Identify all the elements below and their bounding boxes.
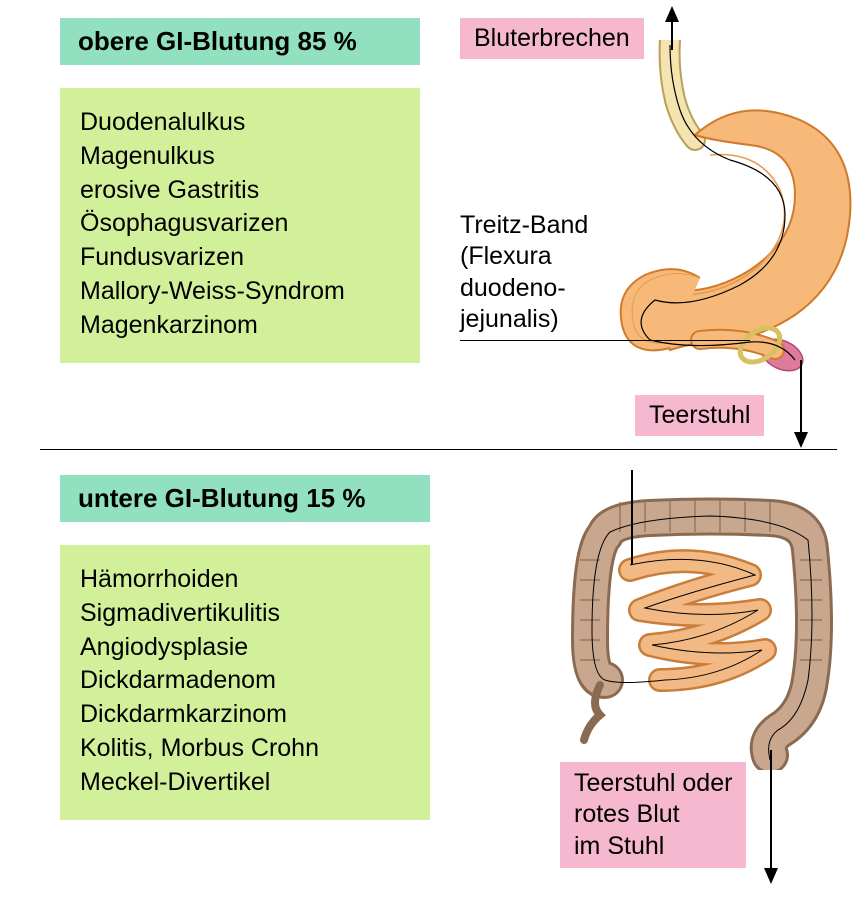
cause-item: Mallory-Weiss-Syndrom (80, 275, 400, 309)
cause-item: Hämorrhoiden (80, 563, 410, 597)
cause-item: Magenulkus (80, 140, 400, 174)
cause-item: Dickdarmadenom (80, 664, 410, 698)
lower-title: untere GI-Blutung 15 % (60, 475, 430, 522)
cause-item: Meckel-Divertikel (80, 766, 410, 800)
arrow-down-shaft (800, 360, 802, 435)
cause-item: Ösophagusvarizen (80, 207, 400, 241)
lower-arrow-shaft-top (631, 470, 633, 565)
cause-item: Dickdarmkarzinom (80, 698, 410, 732)
cause-item: Angiodysplasie (80, 631, 410, 665)
cause-item: Magenkarzinom (80, 309, 400, 343)
upper-cause-list: Duodenalulkus Magenulkus erosive Gastrit… (60, 88, 420, 363)
cause-item: Sigmadivertikulitis (80, 597, 410, 631)
cause-item: Fundusvarizen (80, 241, 400, 275)
arrow-down-head (794, 432, 808, 448)
upper-label-bottom: Teerstuhl (635, 395, 764, 436)
treitz-annotation: Treitz-Band (Flexura duodeno- jejunalis) (460, 210, 588, 335)
lower-arrow-shaft (770, 750, 772, 870)
cause-item: Kolitis, Morbus Crohn (80, 732, 410, 766)
arrow-up-head (665, 6, 679, 22)
lower-label: Teerstuhl oder rotes Blut im Stuhl (560, 762, 746, 868)
cause-item: Duodenalulkus (80, 106, 400, 140)
leader-line (460, 340, 750, 341)
lower-section: untere GI-Blutung 15 % Hämorrhoiden Sigm… (0, 450, 867, 900)
upper-section: obere GI-Blutung 85 % Duodenalulkus Mage… (40, 0, 837, 450)
lower-arrow-head (764, 868, 778, 884)
lower-cause-list: Hämorrhoiden Sigmadivertikulitis Angiody… (60, 545, 430, 820)
upper-title: obere GI-Blutung 85 % (60, 18, 420, 65)
cause-item: erosive Gastritis (80, 174, 400, 208)
intestines-icon (570, 480, 840, 770)
arrow-up-shaft (671, 20, 673, 50)
stomach-icon (600, 40, 860, 410)
